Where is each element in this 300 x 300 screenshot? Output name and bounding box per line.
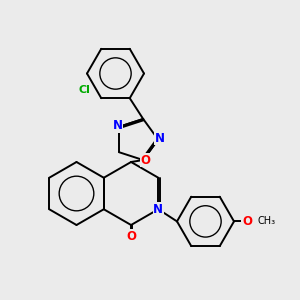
- Text: N: N: [112, 119, 122, 132]
- Text: O: O: [141, 154, 151, 166]
- Text: N: N: [153, 203, 163, 216]
- Text: N: N: [154, 132, 165, 145]
- Text: CH₃: CH₃: [257, 216, 275, 226]
- Text: Cl: Cl: [78, 85, 90, 95]
- Text: O: O: [242, 215, 252, 228]
- Text: O: O: [126, 230, 136, 243]
